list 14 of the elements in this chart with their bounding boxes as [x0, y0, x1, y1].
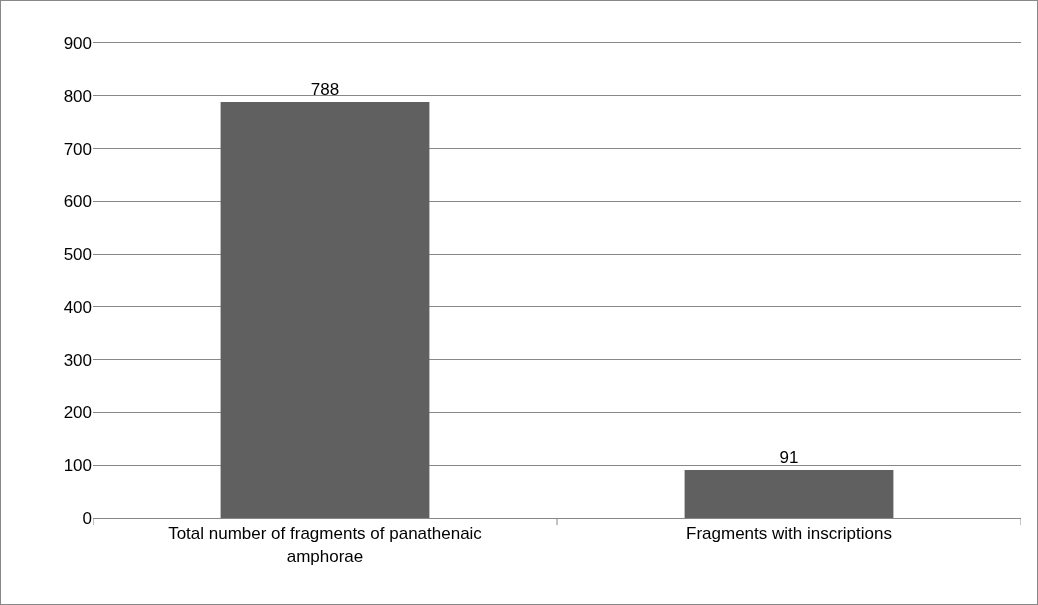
y-tick-label: 900	[63, 33, 92, 53]
x-tick-label: Fragments with inscriptions	[686, 524, 892, 544]
y-tick-label: 600	[63, 192, 92, 212]
data-label: 91	[779, 447, 799, 467]
y-tick-label: 500	[63, 245, 92, 265]
y-tick-label: 400	[63, 297, 92, 317]
y-tick-label: 100	[63, 456, 92, 476]
data-label: 788	[310, 80, 340, 100]
y-tick-label: 700	[63, 139, 92, 159]
y-tick-label: 300	[63, 350, 92, 370]
y-tick-label: 0	[82, 508, 92, 528]
x-tick-label: Total number of fragments of panathenaic amphorae	[168, 524, 483, 566]
y-tick-label: 200	[63, 403, 92, 423]
y-tick-label: 800	[63, 86, 92, 106]
